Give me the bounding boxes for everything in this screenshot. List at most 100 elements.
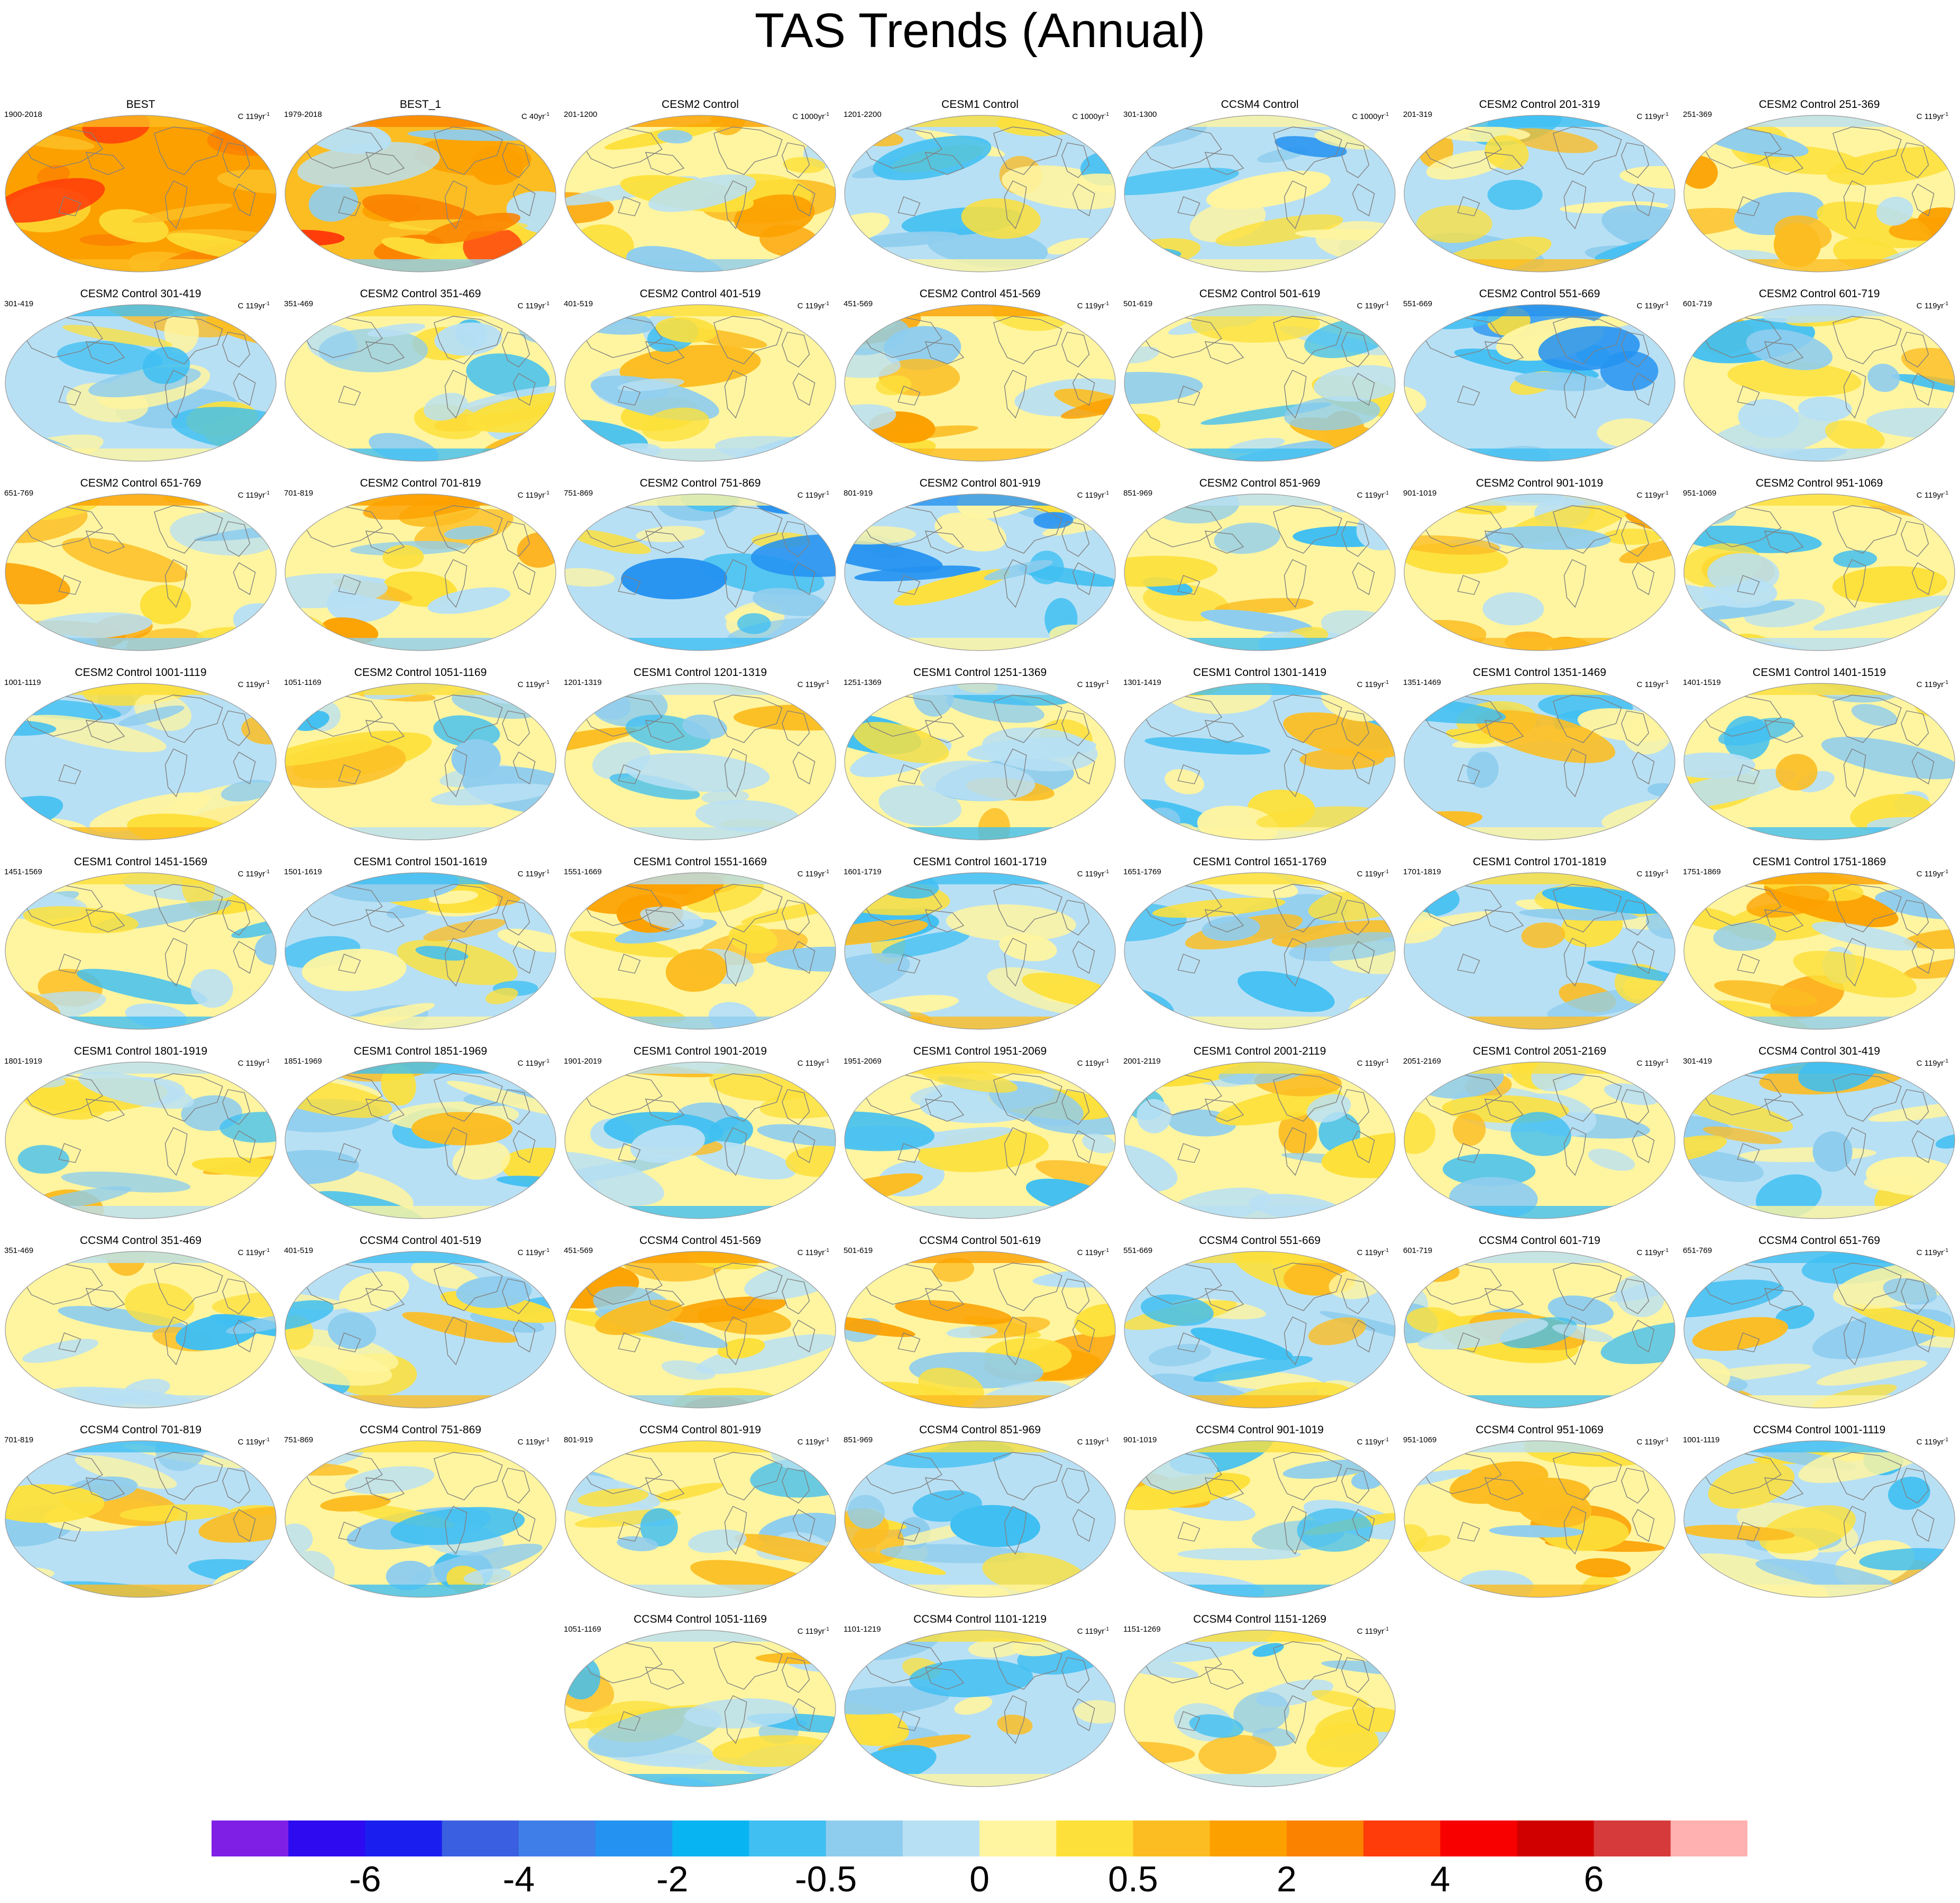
coastline <box>222 521 251 557</box>
coastline <box>1552 505 1622 554</box>
coastline <box>1352 1320 1375 1353</box>
trend-contour-region <box>423 919 506 941</box>
coastline <box>502 142 530 178</box>
world-map <box>844 1251 1116 1408</box>
coastline <box>1911 184 1935 217</box>
panel-period-label: 801-919 <box>844 489 873 498</box>
coastline <box>1911 752 1935 785</box>
coastline <box>1737 386 1760 406</box>
antarctic-trend-band <box>845 1017 1115 1029</box>
coastline <box>444 180 468 230</box>
trend-contour-region <box>1215 214 1343 246</box>
panel-title: CESM2 Control 551-669 <box>1479 288 1600 300</box>
trend-contour-region <box>1868 1102 1955 1122</box>
map-panel: CESM1 Control 1201-1319 1201-1319 C 119yr-… <box>561 666 840 853</box>
coastline <box>1901 900 1929 936</box>
coastline <box>1177 1522 1201 1542</box>
world-map <box>5 1251 277 1408</box>
map-outline <box>1404 683 1675 840</box>
coastline <box>1272 694 1342 743</box>
panel-units-exponent: -1 <box>545 112 549 117</box>
panel-units-exponent: -1 <box>265 490 270 496</box>
coastline <box>1072 184 1095 217</box>
world-map <box>844 493 1116 651</box>
trend-contour-region <box>1602 528 1662 545</box>
colorbar-swatch <box>1210 1820 1287 1856</box>
panel-period-label: 1751-1869 <box>1683 867 1721 876</box>
coastline <box>1632 1320 1655 1353</box>
trend-contour-region <box>1935 1133 1955 1149</box>
trend-contour-region <box>320 1495 391 1512</box>
panel-title: CESM2 Control 451-569 <box>919 288 1041 300</box>
panel-period-label: 851-969 <box>1123 489 1153 498</box>
trend-contour-region <box>1233 1691 1290 1734</box>
coastline <box>645 1477 685 1501</box>
world-map <box>564 115 836 272</box>
arctic-trend-band <box>1124 1251 1395 1263</box>
coastline <box>713 1452 783 1501</box>
coastline <box>1484 152 1524 175</box>
panel-units-label: C 119yr-1 <box>1357 1246 1389 1258</box>
coastline <box>233 373 256 406</box>
panel-period-label: 1051-1169 <box>564 1625 601 1634</box>
map-panel: BEST_1 1979-2018 C 40yr-1 <box>281 98 560 285</box>
panel-units-exponent: -1 <box>1944 490 1948 496</box>
coastline <box>1072 1509 1095 1542</box>
trend-contour-region <box>1198 1735 1277 1774</box>
trend-contour-region <box>1445 729 1495 744</box>
trend-contour-region <box>1278 1111 1317 1155</box>
coastline <box>85 1477 125 1501</box>
arctic-trend-band <box>5 305 276 316</box>
panel-units-label: C 119yr-1 <box>518 1435 549 1447</box>
arctic-trend-band <box>565 494 836 506</box>
panel-units-label: C 119yr-1 <box>1077 1057 1109 1068</box>
panel-period-label: 1951-2069 <box>844 1057 882 1066</box>
trend-contour-region <box>1283 712 1395 758</box>
panel-units-text: C 119yr <box>1916 1059 1944 1068</box>
coastline <box>1737 1332 1760 1352</box>
trend-contour-region <box>1759 1505 1856 1554</box>
antarctic-trend-band <box>285 1585 556 1597</box>
panel-units-exponent: -1 <box>545 1248 549 1254</box>
trend-contour-region <box>682 714 727 739</box>
trend-contour-region <box>1903 928 1955 949</box>
map-outline <box>285 872 556 1030</box>
panel-period-label: 501-619 <box>844 1246 873 1255</box>
panel-title: CCSM4 Control 1151-1269 <box>1193 1613 1326 1625</box>
coastline <box>1061 332 1090 368</box>
coastline <box>1901 710 1929 746</box>
trend-contour-region <box>486 987 518 1004</box>
coastline <box>502 1089 530 1125</box>
arctic-trend-band <box>1684 1062 1955 1074</box>
trend-contour-region <box>301 948 407 991</box>
coastline <box>713 316 783 364</box>
panel-units-text: C 119yr <box>237 1438 265 1447</box>
world-map <box>1404 115 1675 272</box>
panel-units-text: C 119yr <box>1357 1438 1385 1447</box>
trend-contour-region <box>695 1334 836 1374</box>
world-map <box>844 683 1116 840</box>
panel-units-text: C 119yr <box>1916 112 1944 121</box>
panel-title: CESM2 Control 651-769 <box>80 477 202 489</box>
panel-units-text: C 119yr <box>797 1248 825 1257</box>
coastline <box>1457 764 1480 784</box>
panel-units-text: C 119yr <box>1916 680 1944 689</box>
panel-title: CESM1 Control 2001-2119 <box>1193 1045 1326 1057</box>
coastline <box>1552 1073 1622 1122</box>
coastline <box>1843 938 1866 987</box>
coastline <box>1072 1698 1095 1732</box>
trend-contour-region <box>595 1300 683 1335</box>
map-panel: CCSM4 Control 1101-1219 1101-1219 C 119yr-… <box>840 1613 1120 1799</box>
panel-units-text: C 119yr <box>1077 1627 1105 1636</box>
coastline <box>85 341 125 364</box>
trend-contour-region <box>882 931 970 958</box>
arctic-trend-band <box>5 1441 276 1452</box>
panel-title: CCSM4 Control 701-819 <box>80 1424 202 1436</box>
trend-contour-region <box>1577 708 1673 742</box>
panel-units-exponent: -1 <box>1944 680 1948 685</box>
arctic-trend-band <box>5 1251 276 1263</box>
arctic-trend-band <box>1404 683 1675 695</box>
coastline <box>1552 1262 1622 1311</box>
panel-units-text: C 119yr <box>1636 301 1664 310</box>
trend-contour-region <box>1124 168 1239 196</box>
